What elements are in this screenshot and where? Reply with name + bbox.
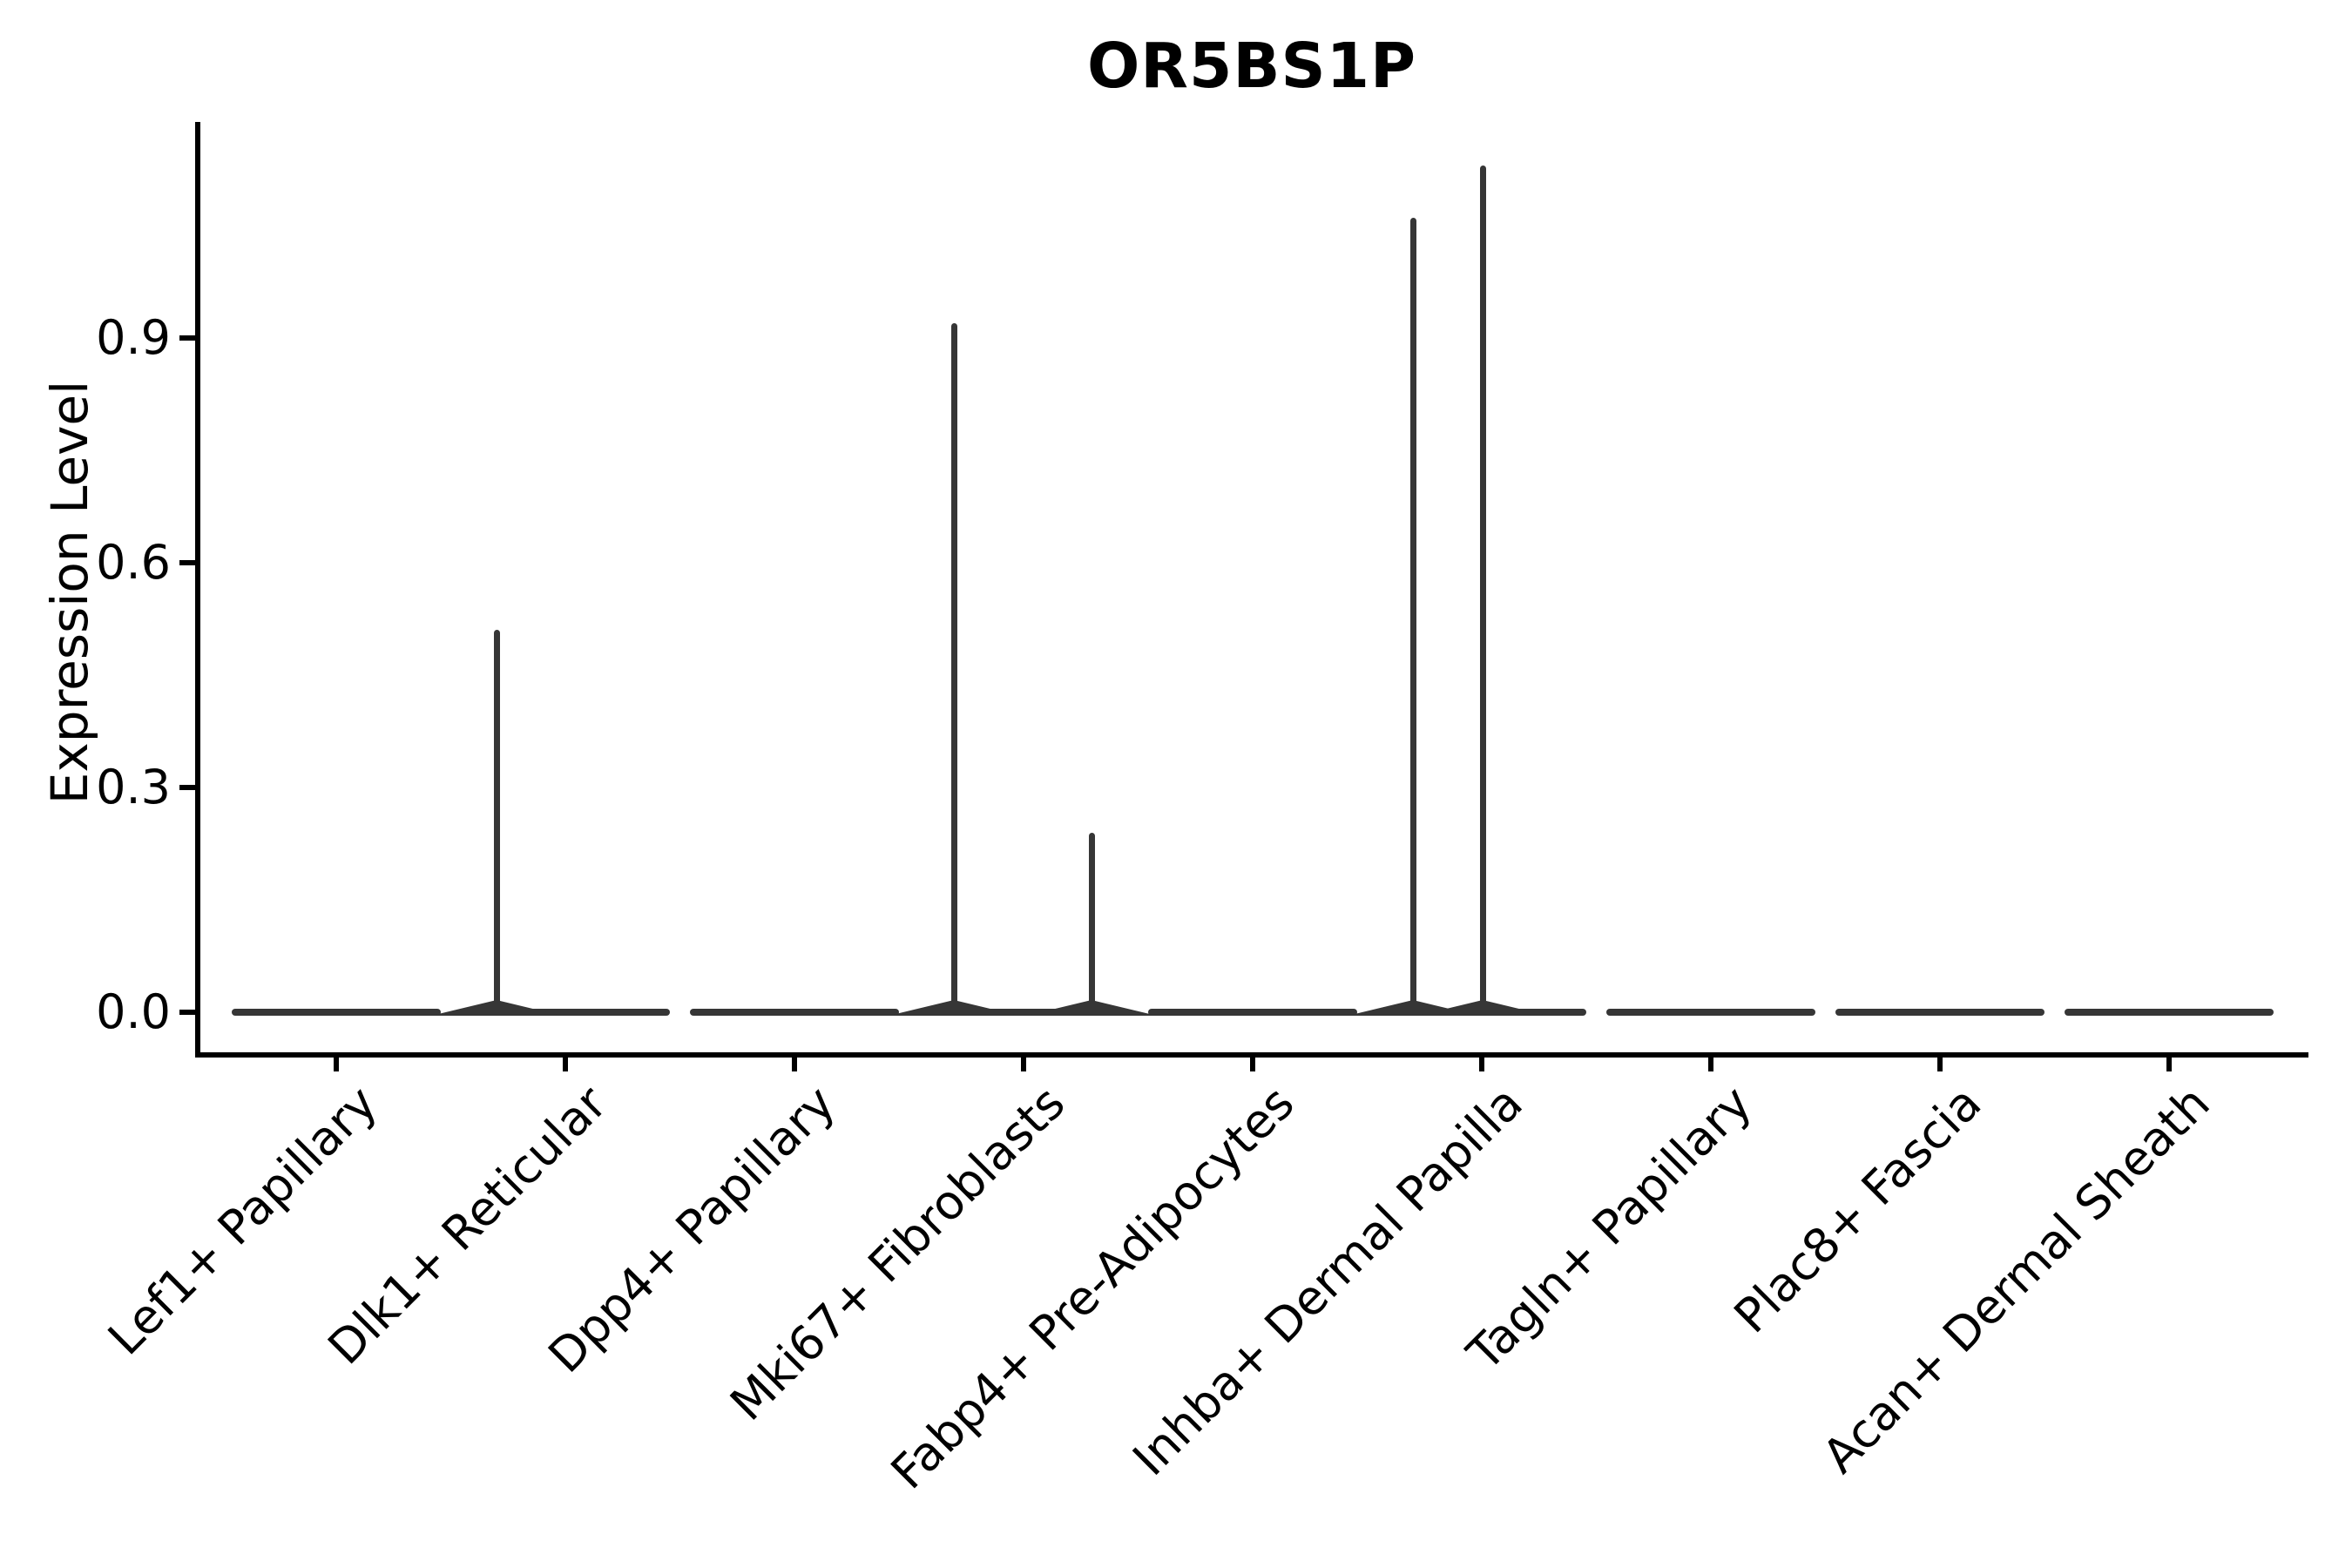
y-axis-spine (195, 122, 200, 1058)
violin-spike (1480, 166, 1486, 1016)
y-tick (179, 785, 195, 790)
y-tick (179, 335, 195, 341)
violin-body (461, 1009, 670, 1016)
violin-body (1835, 1009, 2044, 1016)
violin-body (919, 1009, 1128, 1016)
violin-body (2065, 1009, 2274, 1016)
y-tick-label: 0.6 (96, 535, 171, 590)
violin-body (1606, 1009, 1815, 1016)
x-tick (1708, 1058, 1713, 1071)
y-tick (179, 1010, 195, 1015)
y-tick-label: 0.0 (96, 984, 171, 1039)
violin-spike (1089, 833, 1095, 1016)
x-tick (792, 1058, 797, 1071)
violin-body (690, 1009, 899, 1016)
y-tick-label: 0.9 (96, 310, 171, 365)
violin-spike (494, 630, 500, 1016)
y-tick (179, 560, 195, 565)
violin-spike (1410, 218, 1416, 1016)
y-tick-label: 0.3 (96, 760, 171, 814)
x-tick (1937, 1058, 1943, 1071)
violin-body (232, 1009, 441, 1016)
x-axis-spine (195, 1052, 2308, 1058)
violin-spike (951, 323, 957, 1016)
x-tick (1021, 1058, 1026, 1071)
x-tick (1479, 1058, 1484, 1071)
x-tick (2166, 1058, 2172, 1071)
x-tick (563, 1058, 568, 1071)
chart-title: OR5BS1P (1086, 30, 1417, 102)
x-tick (334, 1058, 339, 1071)
violin-body (1148, 1009, 1357, 1016)
x-tick (1250, 1058, 1255, 1071)
